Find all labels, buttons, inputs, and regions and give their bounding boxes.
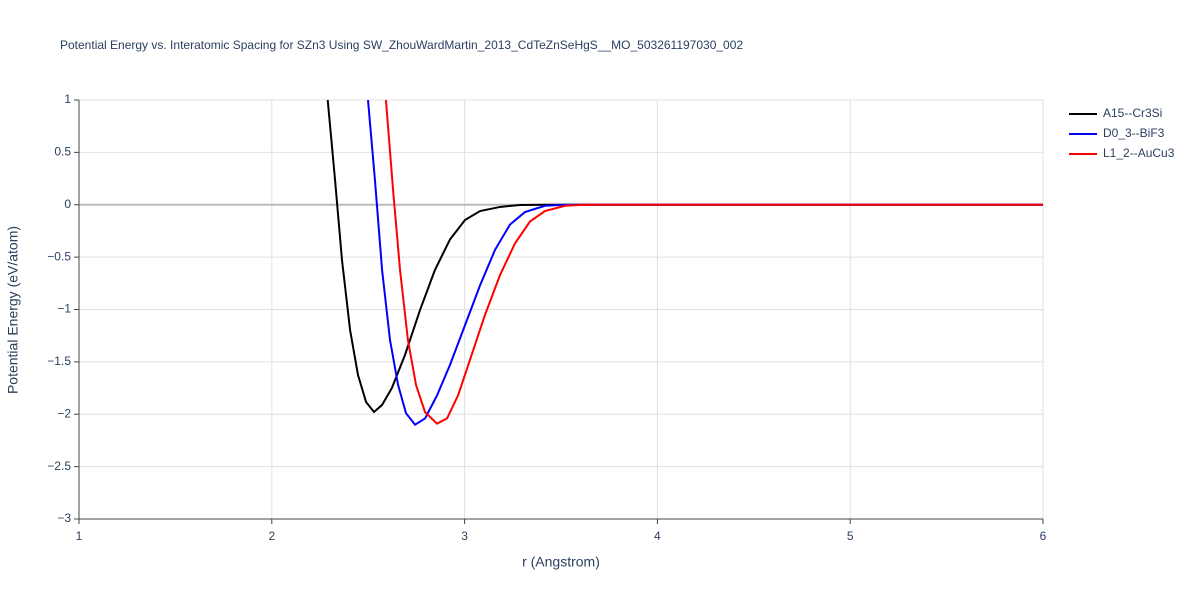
y-tick-label: −2.5 <box>47 459 71 473</box>
line-series <box>367 100 1043 427</box>
x-tick-label: 4 <box>654 529 661 543</box>
y-tick-label: −3 <box>57 511 71 525</box>
y-tick-label: −1.5 <box>47 354 71 368</box>
line-series <box>384 100 1043 425</box>
y-axis-label: Potential Energy (eV/atom) <box>5 226 21 394</box>
y-tick-label: 0 <box>64 197 71 211</box>
x-tick-label: 3 <box>461 529 468 543</box>
x-tick-label: 2 <box>268 529 275 543</box>
x-tick-label: 6 <box>1040 529 1047 543</box>
y-tick-label: −0.5 <box>47 249 71 263</box>
legend-label: A15--Cr3Si <box>1103 106 1162 120</box>
line-series <box>326 100 1043 414</box>
y-tick-label: −2 <box>57 406 71 420</box>
x-axis-label: r (Angstrom) <box>522 554 600 570</box>
chart-title: Potential Energy vs. Interatomic Spacing… <box>60 38 743 52</box>
x-tick-label: 5 <box>847 529 854 543</box>
y-tick-label: 1 <box>64 92 71 106</box>
legend-label: L1_2--AuCu3 <box>1103 146 1175 160</box>
x-tick-label: 1 <box>76 529 83 543</box>
legend-label: D0_3--BiF3 <box>1103 126 1165 140</box>
plot-area <box>326 100 1043 427</box>
y-tick-label: 0.5 <box>54 145 71 159</box>
y-tick-label: −1 <box>57 302 71 316</box>
